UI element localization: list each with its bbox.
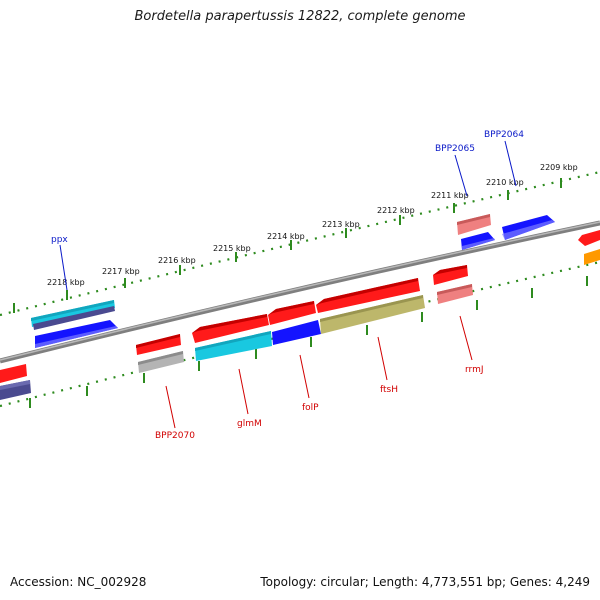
tick-label-2217: 2217 kbp <box>102 267 140 276</box>
lower-major-ticks <box>29 276 588 408</box>
tick-label-2211: 2211 kbp <box>431 191 469 200</box>
label-ppx: ppx <box>51 235 68 245</box>
tick-label-2214: 2214 kbp <box>267 232 305 241</box>
gene-red-left[interactable] <box>0 364 27 383</box>
label-bpp2065: BPP2065 <box>435 144 475 154</box>
gene-rrmJ[interactable] <box>437 284 473 304</box>
gene-red-right[interactable] <box>578 230 600 246</box>
genome-backbone <box>0 220 600 364</box>
gene-salmon-upper[interactable] <box>457 214 491 235</box>
gene-glmM[interactable] <box>195 331 272 361</box>
tick-label-2216: 2216 kbp <box>158 256 196 265</box>
genome-stats-text: Topology: circular; Length: 4,773,551 bp… <box>260 575 590 589</box>
gene-ftsH-red[interactable] <box>316 278 420 313</box>
tick-label-2210: 2210 kbp <box>486 178 524 187</box>
label-folP: folP <box>302 403 319 413</box>
gene-ppx-slate[interactable] <box>33 306 115 330</box>
label-bpp2064: BPP2064 <box>484 130 524 140</box>
reverse-strand-genes <box>0 265 473 400</box>
label-rrmJ: rrmJ <box>465 365 484 375</box>
genome-backbone-highlight <box>0 221 600 361</box>
gene-folP-red[interactable] <box>268 301 316 325</box>
label-glmM: glmM <box>237 419 262 429</box>
accession-text: Accession: NC_002928 <box>10 575 147 589</box>
upper-major-ticks <box>13 178 562 313</box>
tick-label-2212: 2212 kbp <box>377 206 415 215</box>
gene-orange-right[interactable] <box>584 249 600 265</box>
map-title: Bordetella parapertussis 12822, complete… <box>134 9 466 24</box>
gene-ftsH[interactable] <box>320 295 425 334</box>
gene-glmM-red[interactable] <box>192 314 269 343</box>
label-leaders <box>59 140 517 429</box>
tick-label-2213: 2213 kbp <box>322 220 360 229</box>
tick-label-2209: 2209 kbp <box>540 163 578 172</box>
gene-folP[interactable] <box>272 320 321 345</box>
forward-strand-genes <box>31 214 600 348</box>
label-ftsH: ftsH <box>380 385 398 395</box>
tick-label-2215: 2215 kbp <box>213 244 251 253</box>
label-bpp2070: BPP2070 <box>155 431 195 441</box>
